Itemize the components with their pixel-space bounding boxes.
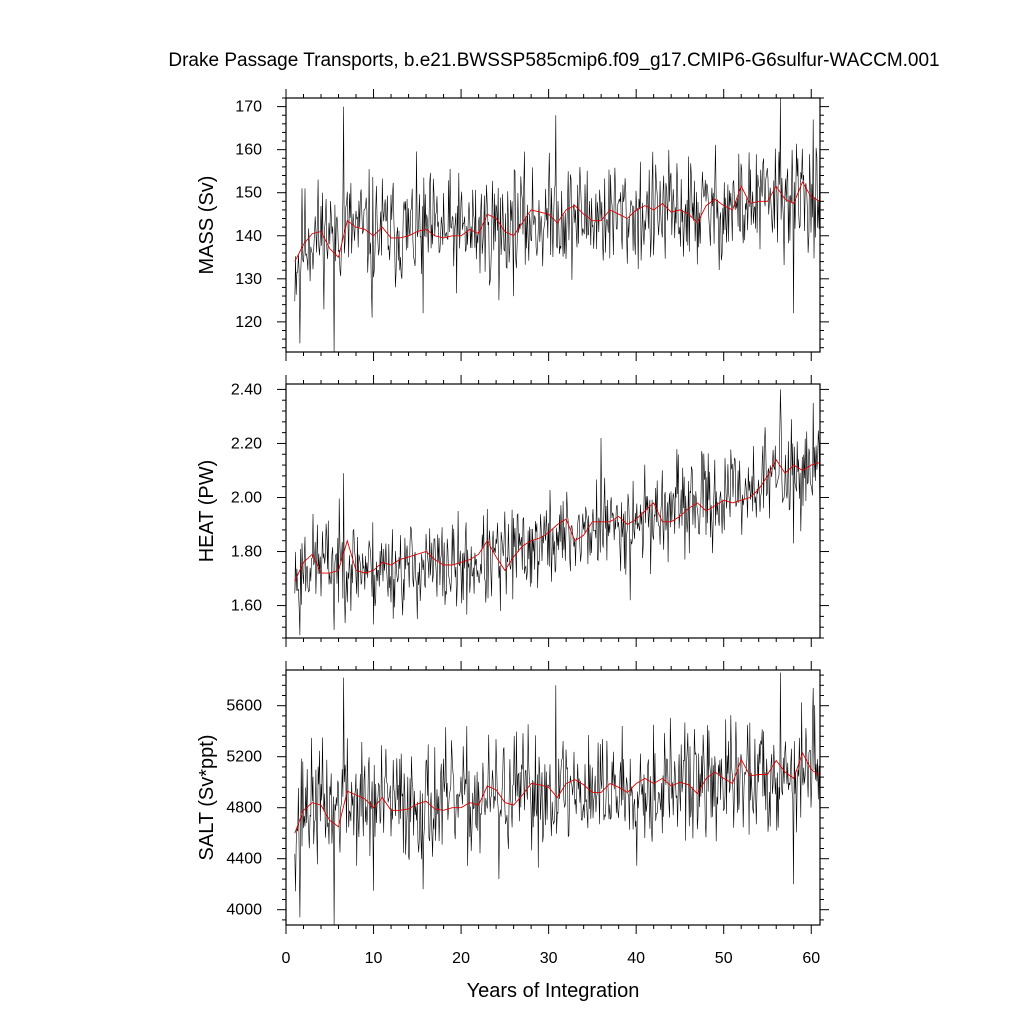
- mass-ylabel: MASS (Sv): [196, 176, 218, 275]
- heat-ytick-label: 2.20: [231, 435, 262, 452]
- salt-xtick-label: 20: [452, 950, 470, 967]
- mass-ytick-label: 150: [235, 185, 262, 202]
- salt-ytick-label: 4000: [226, 902, 262, 919]
- heat-panel: 1.60 1.80 2.00 2.20 2.40 HEAT (PW): [196, 375, 829, 647]
- salt-xtick-label: 0: [282, 950, 291, 967]
- salt-monthly-series: [294, 672, 821, 926]
- mass-annual-series: [294, 180, 821, 262]
- salt-xtick-label: 40: [627, 950, 645, 967]
- chart-title: Drake Passage Transports, b.e21.BWSSP585…: [168, 50, 939, 71]
- salt-xtick-label: 30: [540, 950, 558, 967]
- salt-frame: [285, 669, 821, 926]
- mass-frame: [285, 97, 821, 353]
- salt-xtick-label: 10: [365, 950, 383, 967]
- heat-ytick-label: 1.80: [231, 544, 262, 561]
- salt-xtick-label: 60: [802, 950, 820, 967]
- chart-panels: 120 130 140 150 160 170 MASS (Sv) 1.60 1.80 2.00 2…: [196, 89, 829, 1002]
- mass-ytick-label: 140: [235, 228, 262, 245]
- salt-panel: 4000 4400 4800 5200 5600 0 10 20 30 40 50 60 SALT (S…: [196, 661, 829, 1002]
- heat-frame: [285, 383, 821, 639]
- heat-ytick-label: 1.60: [231, 598, 262, 615]
- salt-annual-series: [294, 751, 821, 834]
- salt-ytick-label: 4800: [226, 800, 262, 817]
- heat-ytick-label: 2.40: [231, 381, 262, 398]
- heat-ylabel: HEAT (PW): [196, 460, 218, 563]
- mass-panel: 120 130 140 150 160 170 MASS (Sv): [196, 89, 829, 361]
- salt-ytick-label: 5200: [226, 749, 262, 766]
- salt-xtick-label: 50: [715, 950, 733, 967]
- mass-monthly-series: [294, 97, 821, 353]
- salt-ytick-label: 5600: [226, 698, 262, 715]
- mass-ytick-label: 130: [235, 271, 262, 288]
- salt-ylabel: SALT (Sv*ppt): [196, 735, 218, 861]
- heat-monthly-series: [294, 389, 821, 636]
- mass-ytick-label: 160: [235, 142, 262, 159]
- salt-xlabel: Years of Integration: [467, 980, 640, 1002]
- salt-ytick-label: 4400: [226, 851, 262, 868]
- mass-ytick-label: 170: [235, 99, 262, 116]
- heat-ytick-label: 2.00: [231, 489, 262, 506]
- heat-annual-series: [294, 458, 821, 582]
- mass-ytick-label: 120: [235, 314, 262, 331]
